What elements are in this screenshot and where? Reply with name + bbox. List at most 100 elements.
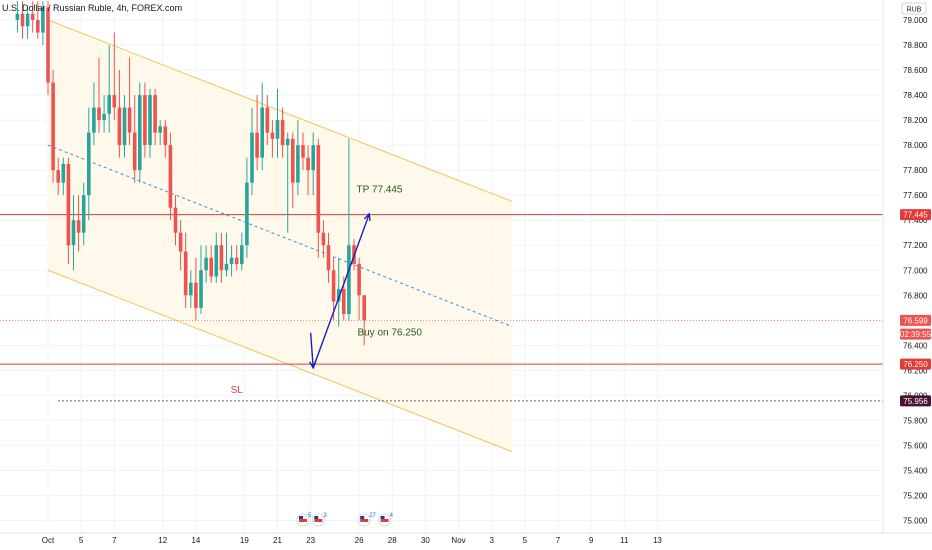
candle[interactable] [301, 132, 305, 171]
candle[interactable] [240, 232, 244, 271]
candle[interactable] [275, 88, 280, 158]
candle[interactable] [148, 88, 152, 158]
candle[interactable] [357, 257, 361, 321]
candle[interactable] [234, 245, 239, 271]
candle[interactable] [132, 95, 137, 183]
arrow-line-1[interactable] [309, 332, 314, 368]
candle[interactable] [117, 70, 122, 158]
candle[interactable] [92, 82, 96, 146]
candle[interactable] [183, 232, 188, 308]
candle[interactable] [255, 95, 259, 171]
time-axis[interactable]: Oct 5 7 12 14 19 21 23 26 28 30 Nov 3 5 7 9 11 13 [42, 536, 663, 545]
buy-annotation[interactable]: Buy on 76.250 [357, 327, 422, 338]
channel-midline [47, 144, 513, 328]
candle[interactable] [291, 132, 295, 208]
candle[interactable] [56, 157, 60, 196]
candle[interactable] [229, 245, 234, 277]
candle[interactable] [163, 120, 168, 158]
candle[interactable] [199, 245, 203, 315]
price-tick-label: 76.400 [903, 341, 928, 350]
candle[interactable] [153, 88, 157, 146]
candle[interactable] [173, 195, 178, 246]
tp-price-tag[interactable]: 77.445 [900, 209, 931, 221]
candle[interactable] [46, 1, 50, 96]
candle[interactable] [168, 132, 173, 221]
candle[interactable] [30, 1, 35, 33]
candle[interactable] [112, 32, 117, 121]
event-count: 3 [323, 513, 327, 519]
candle[interactable] [311, 132, 315, 196]
candle[interactable] [250, 107, 254, 196]
event-flag-2[interactable]: 3 [311, 513, 327, 527]
price-tag-bg [900, 328, 931, 340]
candle[interactable] [41, 1, 45, 46]
candle[interactable] [81, 182, 86, 246]
sl-price-tag[interactable]: 75.956 [900, 395, 931, 407]
candle[interactable] [20, 1, 25, 39]
candle[interactable] [143, 82, 147, 158]
entry-price-tag[interactable]: 76.250 [900, 358, 931, 370]
candle-body [285, 138, 290, 146]
sl-annotation[interactable]: SL [231, 385, 244, 396]
candle[interactable] [76, 195, 81, 252]
candle[interactable] [25, 7, 30, 39]
candle[interactable] [107, 45, 111, 133]
candle[interactable] [270, 120, 275, 158]
candle[interactable] [66, 157, 71, 264]
price-tick-label: 78.600 [903, 66, 928, 75]
tp-annotation[interactable]: TP 77.445 [357, 185, 403, 196]
candle-body [331, 270, 336, 302]
candle[interactable] [102, 95, 106, 133]
flag-canton [299, 516, 303, 519]
currency-badge[interactable]: RUB [901, 2, 927, 15]
candle[interactable] [127, 57, 132, 146]
current-price-tag[interactable]: 76.599 [900, 314, 931, 326]
candle-body [30, 13, 35, 20]
candle[interactable] [51, 70, 55, 183]
candle[interactable] [260, 82, 264, 171]
candle[interactable] [326, 232, 331, 283]
candle[interactable] [362, 295, 366, 346]
candle[interactable] [209, 245, 213, 283]
event-flag-1[interactable]: 5 [296, 513, 312, 527]
candle[interactable] [71, 195, 76, 271]
candle[interactable] [336, 257, 341, 327]
candle[interactable] [219, 232, 224, 283]
candle-body [347, 245, 351, 315]
candle[interactable] [214, 232, 219, 283]
event-flag-3[interactable]: 27 [357, 513, 377, 527]
candle[interactable] [224, 232, 229, 277]
candle[interactable] [265, 95, 270, 146]
candle[interactable] [15, 1, 20, 33]
candle[interactable] [347, 138, 351, 321]
candle[interactable] [321, 220, 326, 258]
candle[interactable] [245, 157, 249, 258]
countdown-tag[interactable]: 02:39:55 [900, 328, 932, 340]
candle[interactable] [36, 1, 40, 39]
arrow-line-2[interactable] [312, 213, 370, 369]
candle[interactable] [296, 120, 300, 196]
candle-body [87, 132, 91, 196]
candle[interactable] [61, 157, 66, 196]
candle-body [183, 251, 188, 296]
candle[interactable] [97, 57, 101, 133]
candle[interactable] [122, 95, 127, 158]
candle-body [306, 157, 310, 171]
event-flag-4[interactable]: 4 [378, 513, 394, 527]
candle[interactable] [285, 132, 290, 233]
candle-body [199, 270, 203, 308]
candle[interactable] [316, 138, 321, 258]
price-tag-bg [900, 358, 931, 370]
candle[interactable] [306, 145, 310, 196]
candle[interactable] [138, 82, 142, 183]
candle-body [158, 126, 162, 133]
candle[interactable] [178, 220, 183, 271]
candle[interactable] [280, 107, 285, 158]
candle[interactable] [189, 270, 193, 308]
candle[interactable] [158, 120, 162, 146]
price-axis[interactable]: 75.00075.20075.40075.60075.80076.00076.2… [903, 16, 928, 526]
candle[interactable] [204, 245, 208, 283]
candle[interactable] [194, 257, 198, 321]
candle[interactable] [87, 107, 91, 221]
